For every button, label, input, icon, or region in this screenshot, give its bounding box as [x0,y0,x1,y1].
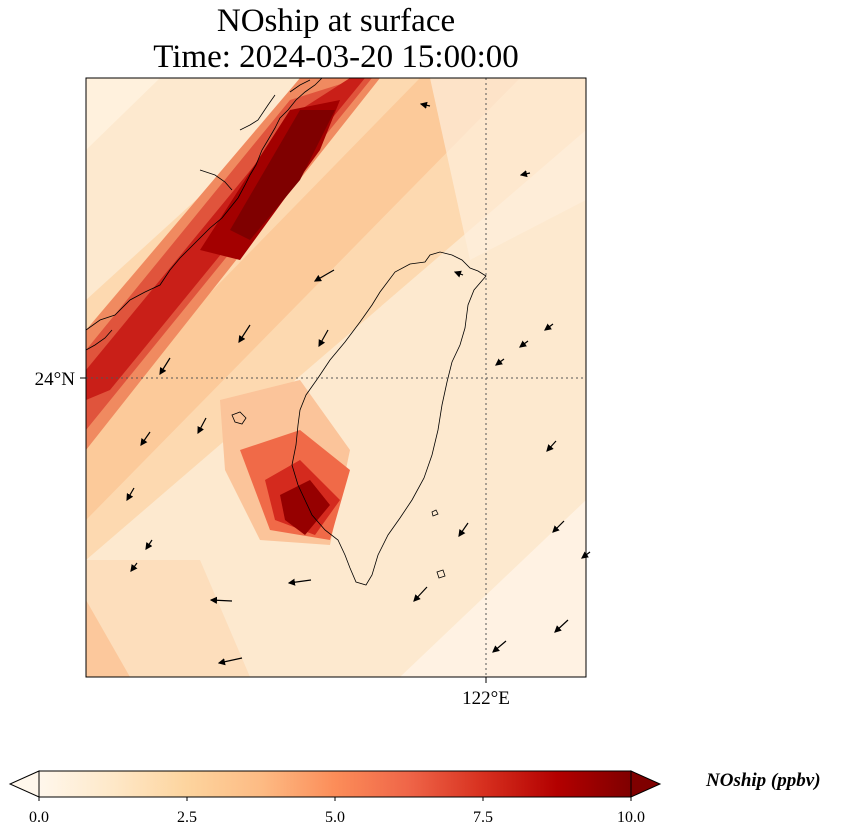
wind-vectors [126,101,591,666]
colorbar-extend-min [8,770,40,798]
wind-arrow [519,340,529,348]
wind-arrow [453,270,464,278]
china-coastline [86,78,323,351]
field-pale-nw [86,78,160,150]
field-south-east [400,500,586,677]
taiwan-coastline [291,251,487,586]
colorbar-label: NOship (ppbv) [706,770,821,791]
colorbar-tick-label: 2.5 [177,809,197,826]
colorbar-tick-label: 0.0 [29,809,49,826]
wind-arrow [126,487,135,502]
gridlines [86,78,586,677]
wind-arrow [197,417,207,435]
green-island [431,509,439,517]
wind-arrow [419,101,431,109]
plume-core-max [230,110,335,240]
penghu-islands [231,411,247,425]
orchid-island [436,569,446,579]
field-pale-ne [430,78,586,260]
latitude-tick-label: 24°N [35,369,76,390]
wind-arrow [519,170,531,178]
map-title-line1: NOship at surface [216,3,456,39]
wind-arrow [130,562,138,572]
wind-arrow [546,440,557,452]
longitude-tick-label: 122°E [462,688,510,709]
wind-arrow [145,539,153,550]
wind-arrow [552,520,565,533]
concentration-field [86,78,586,677]
wind-arrow [287,578,312,586]
wind-arrow [313,269,335,282]
wind-arrow [544,323,554,331]
field-sw-band [86,560,130,677]
wind-arrow [217,657,243,666]
wind-arrow [159,357,171,376]
coastlines [86,78,487,586]
wind-arrow [458,522,469,537]
colorbar-extend-max [630,770,662,798]
colorbar-tick-label: 7.5 [473,809,493,826]
map-title-line2: Time: 2024-03-20 15:00:00 [153,39,519,75]
wind-arrow [140,431,151,446]
wind-arrow [495,358,505,366]
colorbar-ticks [38,797,632,801]
south-plume-core [280,480,330,535]
plume-outer [86,78,380,450]
wind-arrow [413,586,428,602]
wind-arrow [209,596,233,604]
wind-arrow [554,619,569,633]
colorbar-tick-label: 5.0 [325,809,345,826]
field-band-mid [86,78,520,520]
field-south-west [86,560,250,677]
colorbar-body [39,771,631,797]
wind-arrow [492,640,507,653]
colorbar: 0.0 2.5 5.0 7.5 10.0 [8,770,662,826]
wind-arrow [238,324,251,344]
wind-arrow [318,329,329,348]
colorbar-tick-label: 10.0 [617,809,645,826]
